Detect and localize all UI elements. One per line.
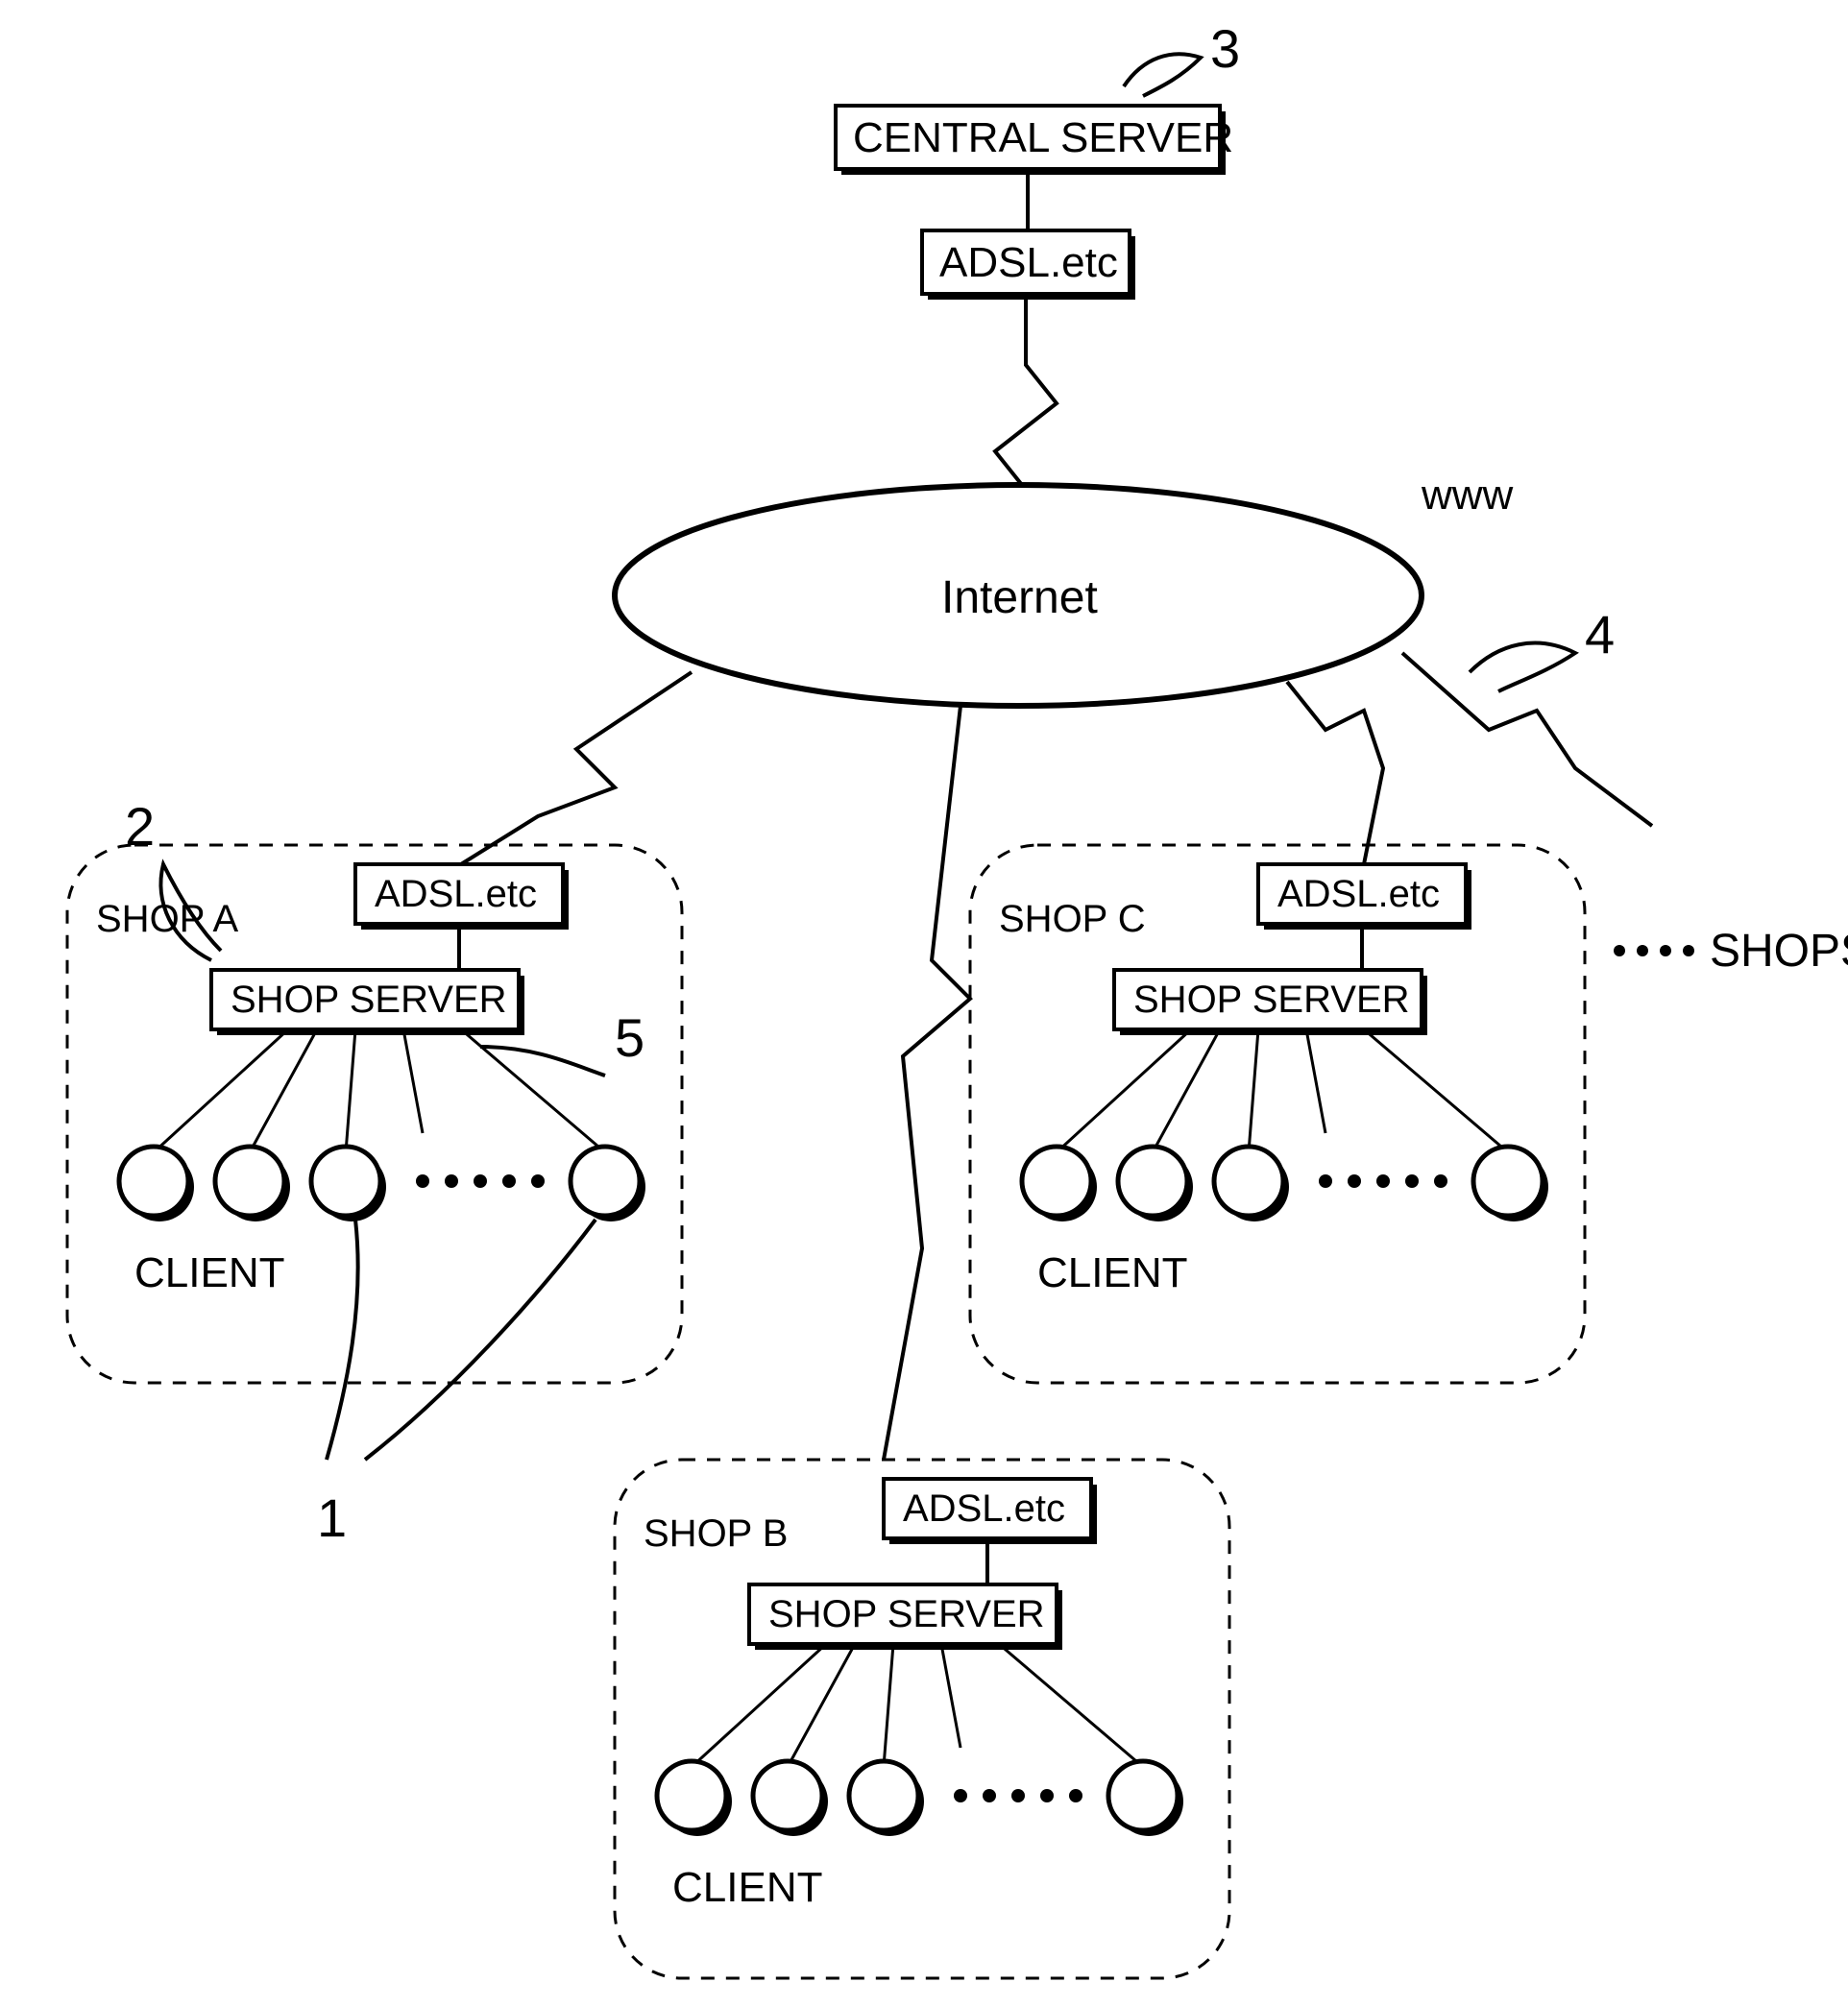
- shop-server-a-label: SHOP SERVER: [231, 979, 507, 1021]
- line-c-c2: [1153, 1029, 1220, 1152]
- line-a-c2: [250, 1029, 317, 1152]
- shop-c-clients: [1022, 1147, 1548, 1221]
- callout-2: 2: [125, 796, 155, 857]
- diagram-canvas: CENTRAL SERVER 3 ADSL.etc Internet www 4…: [0, 0, 1848, 2007]
- zigzag-shop-c: [1287, 682, 1383, 864]
- internet-label: Internet: [941, 572, 1098, 623]
- adsl-c-label: ADSL.etc: [1277, 873, 1440, 915]
- line-c-c4: [1306, 1029, 1325, 1133]
- shop-b-label: SHOP B: [644, 1512, 788, 1555]
- dot: [1637, 945, 1648, 956]
- line-a-c3: [346, 1029, 355, 1152]
- callout-4-curve: [1470, 643, 1575, 691]
- shops-label: SHOPS: [1710, 926, 1848, 977]
- line-b-c2: [788, 1644, 855, 1767]
- line-a-c1: [154, 1029, 288, 1152]
- dot: [1660, 945, 1671, 956]
- shop-server-b-label: SHOP SERVER: [768, 1593, 1045, 1635]
- adsl-top-label: ADSL.etc: [939, 239, 1118, 286]
- line-c-c1: [1057, 1029, 1191, 1152]
- client-c-label: CLIENT: [1037, 1249, 1187, 1296]
- www-label: www: [1421, 472, 1514, 519]
- callout-4: 4: [1585, 604, 1615, 665]
- line-a-c4: [403, 1029, 423, 1133]
- shop-b-clients: [657, 1761, 1183, 1836]
- callout-5: 5: [615, 1007, 644, 1068]
- zigzag-top: [995, 294, 1057, 490]
- adsl-a-label: ADSL.etc: [375, 873, 537, 915]
- shop-server-c-label: SHOP SERVER: [1133, 979, 1410, 1021]
- zigzag-shop-b: [884, 706, 970, 1460]
- callout-1: 1: [317, 1487, 347, 1548]
- line-c-c3: [1249, 1029, 1258, 1152]
- central-server-label: CENTRAL SERVER: [853, 114, 1233, 161]
- shop-a-clients: [119, 1147, 645, 1221]
- zigzag-shop-a: [461, 672, 692, 864]
- line-c-c5: [1364, 1029, 1508, 1152]
- shop-c-label: SHOP C: [999, 898, 1146, 940]
- dot: [1614, 945, 1625, 956]
- line-b-c5: [999, 1644, 1143, 1767]
- callout-3: 3: [1210, 18, 1240, 79]
- client-b-label: CLIENT: [672, 1864, 822, 1911]
- client-a-label: CLIENT: [134, 1249, 284, 1296]
- line-b-c4: [941, 1644, 960, 1748]
- dot: [1683, 945, 1694, 956]
- callout-1-curve: [327, 1220, 596, 1460]
- callout-3-curve: [1124, 54, 1201, 96]
- line-b-c3: [884, 1644, 893, 1767]
- line-b-c1: [692, 1644, 826, 1767]
- adsl-b-label: ADSL.etc: [903, 1487, 1065, 1530]
